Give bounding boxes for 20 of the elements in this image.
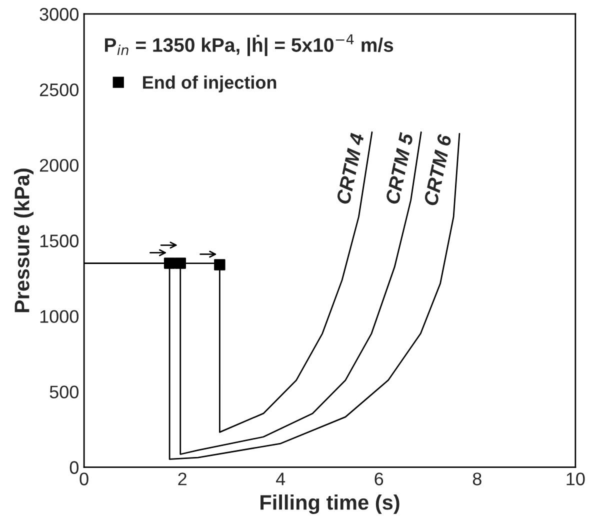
x-tick-label: 2	[178, 472, 186, 486]
x-tick-label: 0	[80, 472, 88, 486]
annotation: P$_{in}$ = 1350 kPa, |ḣ| = 5x10$^{−4}$ m/s	[105, 34, 394, 56]
y-axis-title: Pressure (kPa)	[14, 168, 34, 312]
y-tick-label: 1500	[40, 234, 78, 248]
legend-label: End of injection	[143, 76, 276, 92]
x-tick-label: 10	[566, 472, 585, 486]
y-tick-label: 2000	[40, 159, 78, 172]
x-tick-label: 6	[374, 472, 384, 486]
text: CRTM 5	[385, 132, 414, 205]
x-axis-title: Filling time (s)	[260, 494, 400, 514]
y-tick-label: 2500	[40, 83, 78, 96]
text: CRTM 4	[336, 132, 364, 205]
x-tick-label: 8	[472, 472, 482, 486]
y-tick-label: 1000	[40, 310, 78, 323]
y-tick-label: 500	[50, 386, 78, 398]
text: CRTM 6	[424, 134, 452, 206]
y-tick-label: 3000	[40, 8, 78, 21]
y-tick-label: 0	[70, 461, 78, 474]
x-tick-label: 4	[276, 472, 286, 486]
